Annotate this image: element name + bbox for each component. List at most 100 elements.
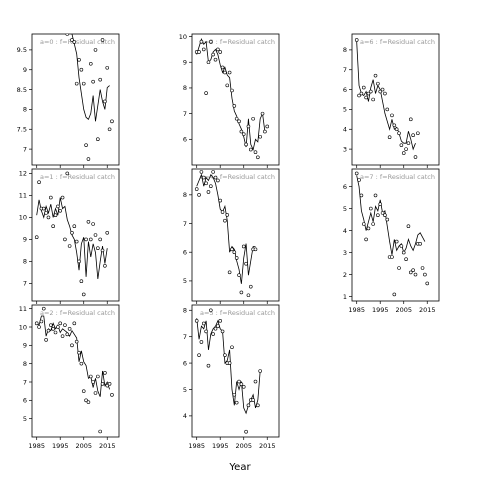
- data-point: [103, 99, 107, 104]
- y-tick-label: 6: [343, 86, 347, 94]
- data-point: [366, 226, 371, 231]
- y-tick-label: 5: [343, 106, 347, 114]
- data-point: [390, 255, 394, 259]
- data-point: [53, 213, 58, 217]
- y-tick-label: 5: [23, 415, 27, 423]
- panel-frame: [31, 168, 120, 302]
- panel-a4: a=4 : f=Residual catch 5 6 7 8: [183, 168, 280, 304]
- data-point: [394, 239, 399, 244]
- data-point: [390, 113, 394, 118]
- data-point: [197, 353, 201, 357]
- data-point: [79, 67, 84, 72]
- y-tick-label: 9: [183, 59, 187, 67]
- data-point: [258, 134, 262, 139]
- data-point: [56, 325, 60, 329]
- data-point: [107, 382, 112, 386]
- y-tick-label: 11: [19, 305, 27, 313]
- data-point: [58, 209, 63, 213]
- data-point: [74, 81, 79, 86]
- data-point: [241, 244, 246, 249]
- data-point: [38, 25, 41, 28]
- data-point: [234, 400, 239, 405]
- data-point: [387, 135, 392, 140]
- y-tick-label: 7: [183, 110, 187, 118]
- data-point: [218, 319, 223, 323]
- data-point: [72, 321, 77, 326]
- data-point: [378, 89, 383, 94]
- data-point: [91, 222, 95, 226]
- series-line: [36, 315, 110, 397]
- data-point: [248, 284, 253, 289]
- y-tick-label: 8: [23, 106, 27, 114]
- data-point: [423, 272, 427, 277]
- data-point: [220, 210, 225, 214]
- data-point: [383, 213, 387, 217]
- data-point: [37, 180, 41, 184]
- data-point: [227, 361, 232, 365]
- data-point: [51, 327, 55, 331]
- data-point: [98, 429, 102, 434]
- panel-marks: [354, 171, 430, 297]
- y-tick-label: 10: [19, 323, 27, 331]
- panel-label: a=1 : f=Residual catch: [40, 173, 115, 181]
- y-tick-label: 9.5: [17, 46, 27, 54]
- y-tick-label: 8: [23, 360, 27, 368]
- data-point: [383, 91, 387, 96]
- data-point: [227, 270, 232, 275]
- data-point: [52, 17, 55, 20]
- data-point: [79, 279, 84, 284]
- panel-a0: a=0 : f=Residual catch 7 7.5 8 8.5 9 9.5: [17, 17, 120, 168]
- y-tick-label: 6: [343, 183, 347, 191]
- x-tick-label: 1995: [52, 442, 69, 450]
- y-tick-label: 5: [343, 205, 347, 213]
- y-tick-label: 7: [343, 66, 347, 74]
- data-point: [354, 171, 359, 176]
- y-tick-label: 6: [183, 249, 187, 257]
- data-point: [56, 204, 60, 209]
- data-point: [397, 131, 401, 136]
- y-tick-label: 6: [183, 136, 187, 144]
- data-point: [216, 47, 220, 52]
- data-point: [41, 306, 46, 311]
- data-point: [253, 150, 258, 154]
- data-point: [406, 141, 411, 145]
- series-line: [356, 175, 426, 255]
- data-point: [357, 178, 361, 182]
- data-point: [232, 392, 237, 397]
- y-tick-label: 8: [183, 84, 187, 92]
- data-point: [256, 403, 260, 408]
- data-point: [77, 57, 81, 62]
- y-tick-label: 8: [23, 258, 27, 266]
- series-line: [196, 38, 266, 151]
- data-point: [232, 250, 237, 255]
- data-point: [258, 369, 262, 373]
- x-tick-label: 1985: [188, 442, 205, 450]
- series-line: [196, 318, 261, 415]
- data-point: [404, 257, 408, 262]
- data-point: [53, 330, 58, 335]
- panel-grid: a=0 : f=Residual catch 7 7.5 8 8.5 9 9.5 a=1 : …: [17, 17, 440, 450]
- panel-marks: [34, 171, 110, 297]
- panel-frame: [31, 33, 120, 166]
- x-tick-label: 2015: [419, 306, 436, 314]
- x-tick-label: 2015: [259, 442, 276, 450]
- data-point: [413, 272, 418, 277]
- data-point: [380, 211, 385, 215]
- panel-label: a=5 : f=Residual catch: [200, 309, 275, 317]
- data-point: [237, 273, 241, 277]
- data-point: [84, 143, 88, 147]
- data-point: [204, 181, 208, 186]
- series-line: [196, 173, 256, 284]
- y-tick-label: 9: [23, 236, 27, 244]
- data-point: [411, 133, 415, 138]
- data-point: [40, 17, 43, 20]
- data-point: [77, 350, 81, 355]
- data-point: [59, 25, 62, 28]
- data-point: [218, 198, 223, 203]
- x-tick-label: 1995: [372, 306, 389, 314]
- data-point: [251, 116, 255, 121]
- y-tick-label: 8: [343, 46, 347, 54]
- panel-label: a=7 : f=Residual catch: [360, 173, 435, 181]
- data-point: [96, 374, 100, 379]
- data-point: [246, 293, 251, 298]
